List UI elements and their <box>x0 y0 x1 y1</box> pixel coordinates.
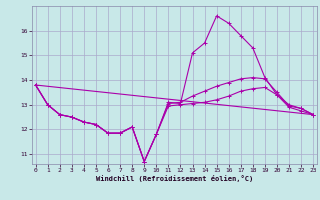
X-axis label: Windchill (Refroidissement éolien,°C): Windchill (Refroidissement éolien,°C) <box>96 175 253 182</box>
